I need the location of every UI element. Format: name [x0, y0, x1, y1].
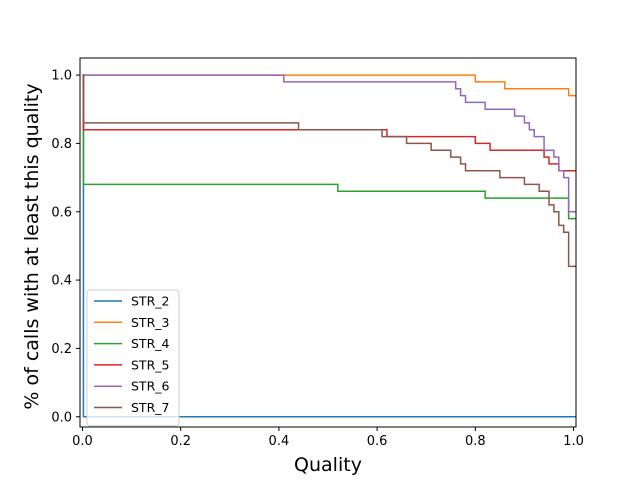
y-tick-label: 1.0: [51, 69, 72, 84]
series-layer: [82, 74, 576, 418]
legend-entry-label: STR_6: [131, 379, 170, 394]
legend-entry-label: STR_2: [131, 294, 169, 309]
x-tick-label: 1.0: [563, 434, 584, 449]
legend-entry-label: STR_4: [131, 336, 170, 351]
legend-entry-label: STR_5: [131, 357, 169, 372]
legend-box: [86, 289, 180, 427]
series-line-str-3: [82, 74, 576, 97]
legend-entry-label: STR_3: [131, 315, 169, 330]
series-line-str-6: [82, 74, 576, 213]
series-line-str-5: [82, 74, 576, 172]
y-axis: 0.0 0.2 0.4 0.6 0.8 1.0: [51, 69, 80, 425]
y-tick-label: 0.4: [51, 274, 72, 289]
y-axis-label: % of calls with at least this quality: [21, 83, 43, 409]
y-tick-label: 0.6: [51, 205, 72, 220]
x-tick-label: 0.0: [72, 434, 93, 449]
x-tick-label: 0.4: [269, 434, 290, 449]
plot-frame: [79, 57, 577, 428]
x-axis: 0.0 0.2 0.4 0.6 0.8 1.0: [72, 427, 584, 449]
x-axis-label: Quality: [294, 454, 362, 476]
y-tick-label: 0.0: [51, 410, 72, 425]
x-tick-label: 0.6: [367, 434, 388, 449]
x-tick-label: 0.2: [170, 434, 191, 449]
x-tick-label: 0.8: [465, 434, 486, 449]
y-tick-label: 0.8: [51, 137, 72, 152]
series-line-str-7: [82, 74, 576, 268]
legend-entry-label: STR_7: [131, 400, 169, 415]
y-tick-label: 0.2: [51, 342, 72, 357]
legend: STR_2 STR_3 STR_4 STR_5 STR_6 STR_7: [86, 289, 180, 427]
